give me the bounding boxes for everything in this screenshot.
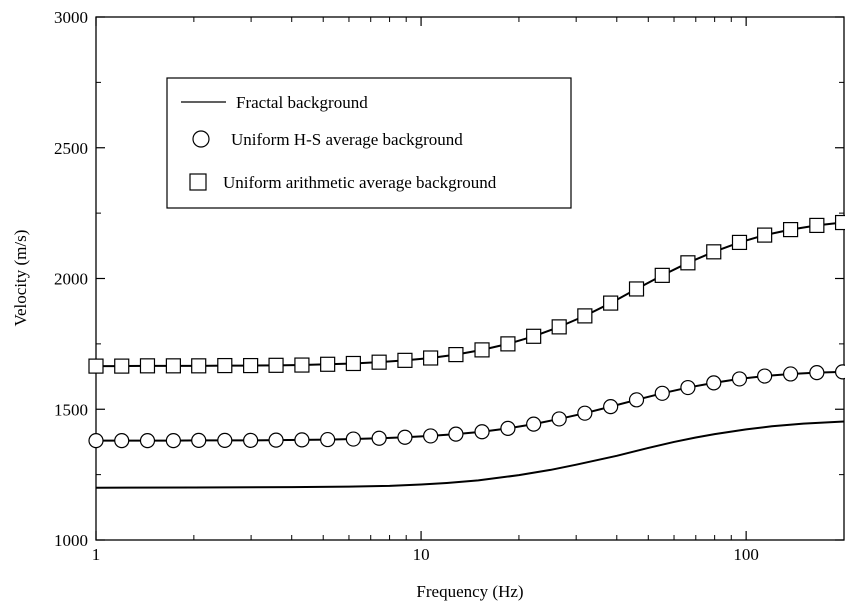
x-tick-label: 1 bbox=[92, 545, 101, 564]
data-point-circle bbox=[500, 420, 516, 436]
data-point-square bbox=[603, 295, 619, 311]
data-point-square bbox=[809, 217, 825, 234]
data-point-square bbox=[191, 358, 207, 374]
data-point-square bbox=[680, 255, 696, 271]
x-tick-label: 10 bbox=[413, 545, 430, 564]
data-point-square bbox=[706, 244, 722, 260]
data-point-circle bbox=[88, 433, 104, 449]
x-axis: 1 10 100 bbox=[92, 17, 845, 564]
data-point-square bbox=[782, 221, 799, 238]
x-axis-title: Frequency (Hz) bbox=[416, 582, 523, 601]
x-tick-label: 100 bbox=[733, 545, 759, 564]
data-point-circle bbox=[577, 405, 593, 421]
data-point-circle bbox=[706, 375, 722, 391]
data-point-square bbox=[88, 358, 104, 374]
data-point-circle bbox=[243, 432, 259, 448]
data-point-circle bbox=[834, 364, 845, 380]
data-point-circle bbox=[139, 433, 156, 449]
data-point-square bbox=[526, 328, 542, 344]
data-point-square bbox=[500, 336, 516, 352]
legend-label-arithmetic: Uniform arithmetic average background bbox=[223, 173, 497, 192]
data-point-square bbox=[628, 281, 645, 297]
legend: Fractal background Uniform H-S average b… bbox=[166, 77, 572, 209]
data-point-circle bbox=[782, 366, 799, 382]
data-point-square bbox=[320, 356, 336, 372]
data-point-circle bbox=[551, 411, 567, 427]
y-axis-title: Velocity (m/s) bbox=[11, 230, 30, 327]
data-point-square bbox=[371, 354, 387, 370]
data-point-circle bbox=[474, 424, 490, 440]
data-point-square bbox=[268, 357, 284, 373]
data-point-circle bbox=[809, 365, 825, 381]
y-tick-label: 2500 bbox=[54, 139, 88, 158]
data-point-circle bbox=[423, 428, 439, 444]
data-point-circle bbox=[603, 399, 619, 415]
data-point-square bbox=[294, 357, 310, 373]
data-point-square bbox=[139, 358, 156, 374]
data-point-circle bbox=[757, 368, 773, 384]
data-point-square bbox=[577, 308, 593, 324]
data-point-circle bbox=[114, 433, 130, 449]
data-point-circle bbox=[731, 371, 748, 387]
data-point-square bbox=[114, 358, 130, 374]
data-point-circle bbox=[320, 431, 336, 448]
data-point-circle bbox=[217, 432, 233, 448]
y-axis: 1000 1500 2000 2500 3000 bbox=[54, 8, 844, 550]
data-point-circle bbox=[628, 392, 645, 408]
data-point-square bbox=[834, 214, 845, 231]
data-point-square bbox=[165, 358, 181, 374]
series-line bbox=[95, 420, 845, 489]
data-point-square bbox=[217, 357, 233, 374]
data-point-square bbox=[731, 234, 748, 251]
data-point-square bbox=[243, 357, 259, 374]
data-point-circle bbox=[191, 432, 207, 448]
data-point-circle bbox=[654, 385, 670, 401]
y-tick-label: 3000 bbox=[54, 8, 88, 27]
data-point-circle bbox=[345, 431, 361, 447]
data-point-circle bbox=[448, 426, 464, 442]
legend-label-hs: Uniform H-S average background bbox=[231, 130, 463, 149]
series-line bbox=[96, 221, 843, 368]
data-point-square bbox=[448, 346, 464, 363]
legend-box bbox=[166, 77, 572, 209]
y-tick-label: 2000 bbox=[54, 270, 88, 289]
y-tick-label: 1000 bbox=[54, 531, 88, 550]
data-point-circle bbox=[397, 429, 413, 445]
data-point-circle bbox=[165, 433, 181, 449]
data-point-square bbox=[474, 342, 490, 358]
legend-square-icon bbox=[189, 173, 207, 191]
data-point-square bbox=[654, 267, 670, 283]
series-layer bbox=[88, 214, 845, 489]
data-point-square bbox=[345, 355, 361, 372]
data-point-square bbox=[423, 350, 439, 366]
series-line bbox=[96, 370, 843, 442]
data-point-circle bbox=[526, 416, 542, 432]
legend-circle-icon bbox=[192, 130, 210, 148]
data-point-square bbox=[397, 352, 413, 368]
legend-label-fractal: Fractal background bbox=[236, 93, 368, 112]
data-point-circle bbox=[371, 430, 387, 446]
data-point-circle bbox=[294, 432, 310, 448]
data-point-circle bbox=[680, 379, 696, 396]
data-point-circle bbox=[268, 432, 284, 448]
data-point-square bbox=[551, 319, 567, 335]
y-tick-label: 1500 bbox=[54, 400, 88, 419]
data-point-square bbox=[757, 227, 773, 243]
